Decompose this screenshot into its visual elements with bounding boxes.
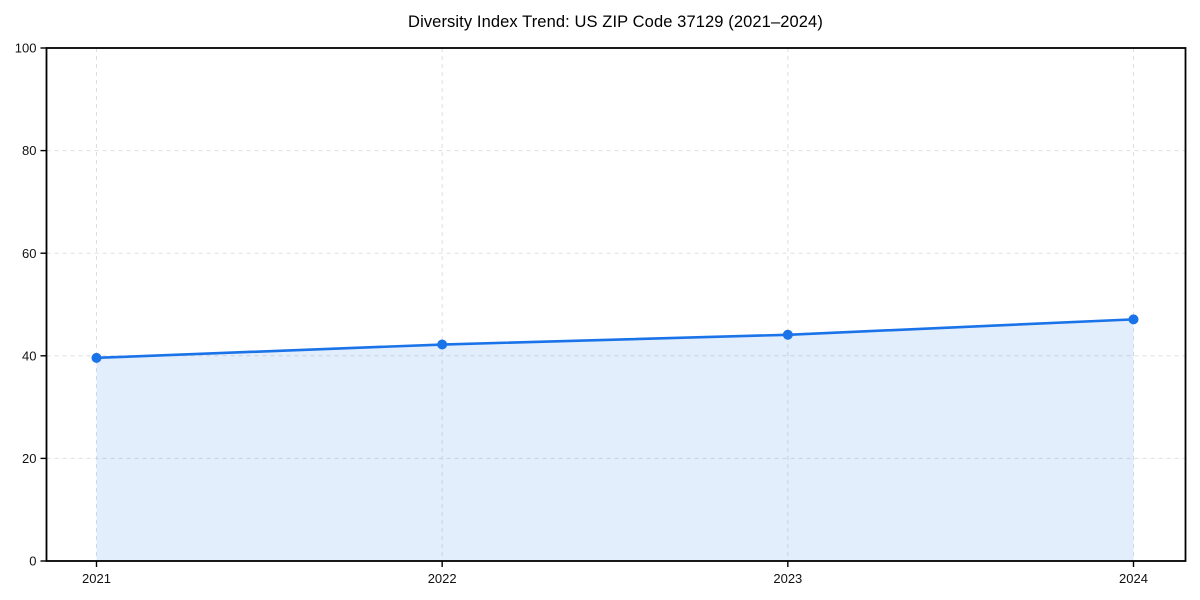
data-point-2021 <box>91 352 102 363</box>
area-fill <box>96 319 1134 561</box>
data-point-2022 <box>437 339 448 350</box>
y-tick-label-100: 100 <box>15 41 37 56</box>
data-point-2023 <box>782 329 793 340</box>
x-tick-label-2021: 2021 <box>82 571 111 586</box>
y-tick-label-80: 80 <box>22 143 36 158</box>
y-tick-label-20: 20 <box>22 451 36 466</box>
chart-title: Diversity Index Trend: US ZIP Code 37129… <box>408 13 823 31</box>
y-tick-label-0: 0 <box>29 554 36 569</box>
x-tick-label-2023: 2023 <box>773 571 802 586</box>
trend-line <box>95 318 1135 360</box>
y-tick-label-40: 40 <box>22 348 36 363</box>
x-tick-label-2022: 2022 <box>428 571 457 586</box>
y-tick-label-60: 60 <box>22 246 36 261</box>
data-point-2024 <box>1128 314 1139 325</box>
plot-border <box>45 47 1187 562</box>
x-tick-label-2024: 2024 <box>1119 571 1148 586</box>
